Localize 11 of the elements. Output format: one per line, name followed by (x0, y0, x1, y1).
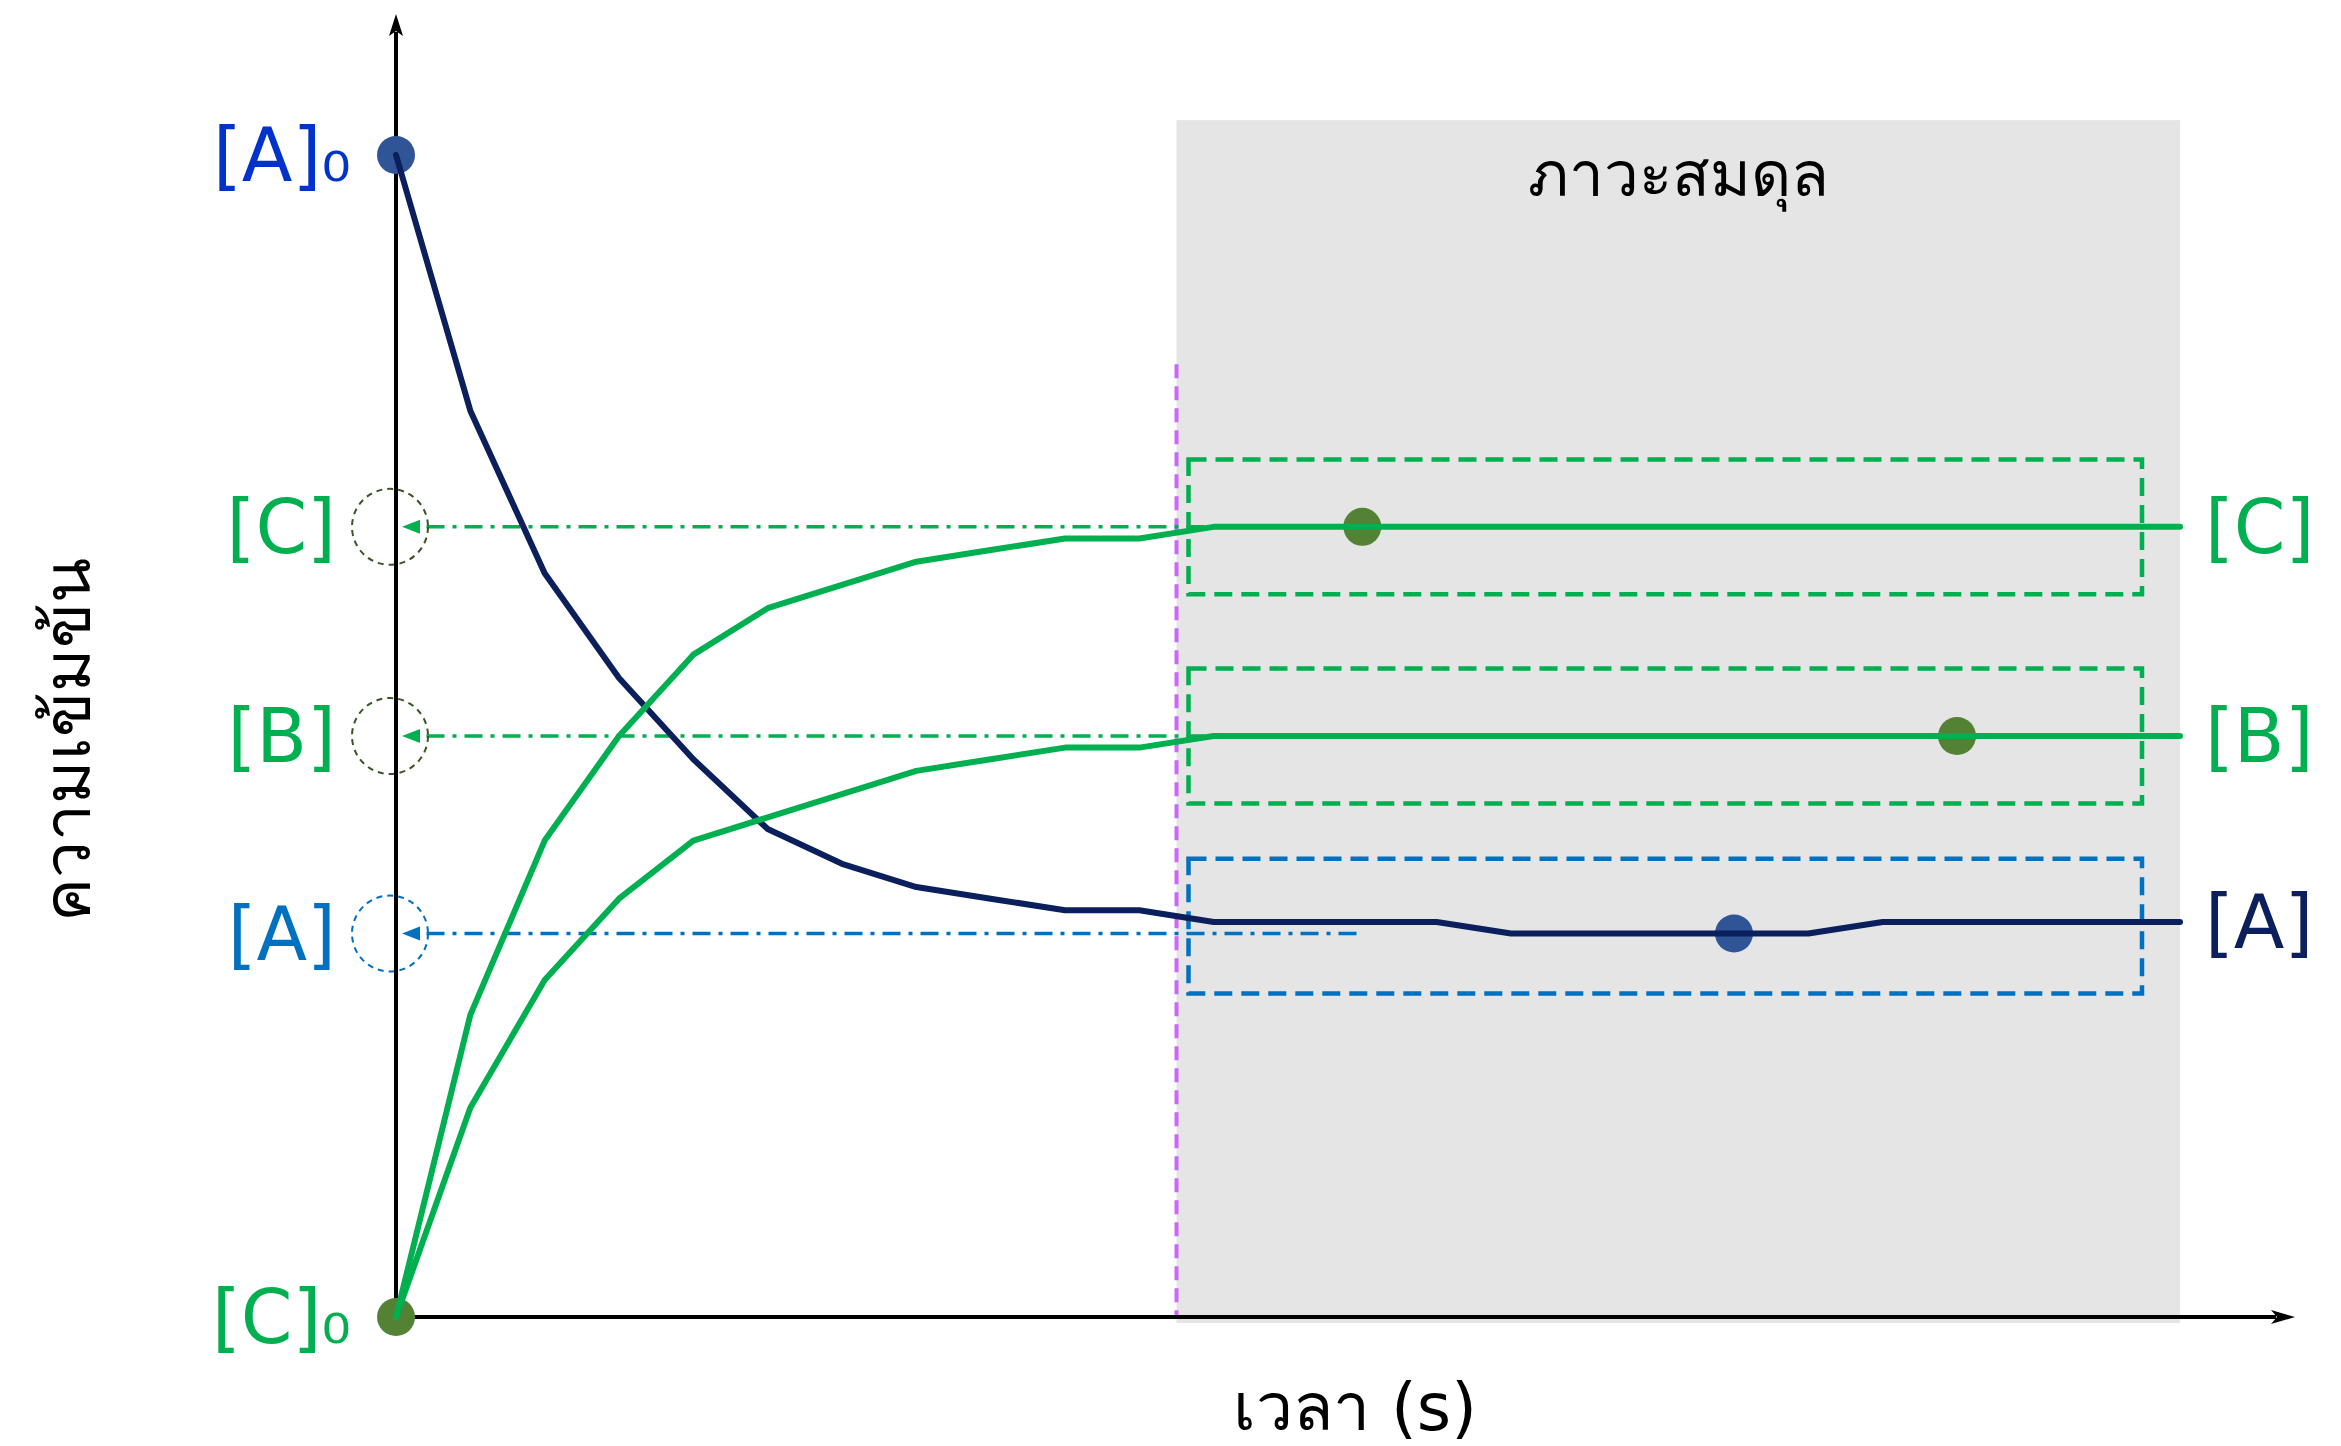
y-axis-title: ความเข้มข้น (29, 558, 106, 922)
series-label: [B] (2205, 693, 2314, 779)
ref-line-label: [B] (227, 693, 336, 779)
series-label: [A] (2205, 878, 2314, 965)
text: [C]₀ (211, 1274, 351, 1360)
ref-line-label: [C] (226, 483, 336, 570)
x-axis-title: เวลา (s) (1233, 1369, 1477, 1446)
ref-line-label: [A] (227, 890, 336, 977)
text: [A]₀ (212, 112, 351, 198)
annotation: ภาวะสมดุล (1527, 137, 1829, 212)
series-label: [C] (2205, 483, 2315, 570)
